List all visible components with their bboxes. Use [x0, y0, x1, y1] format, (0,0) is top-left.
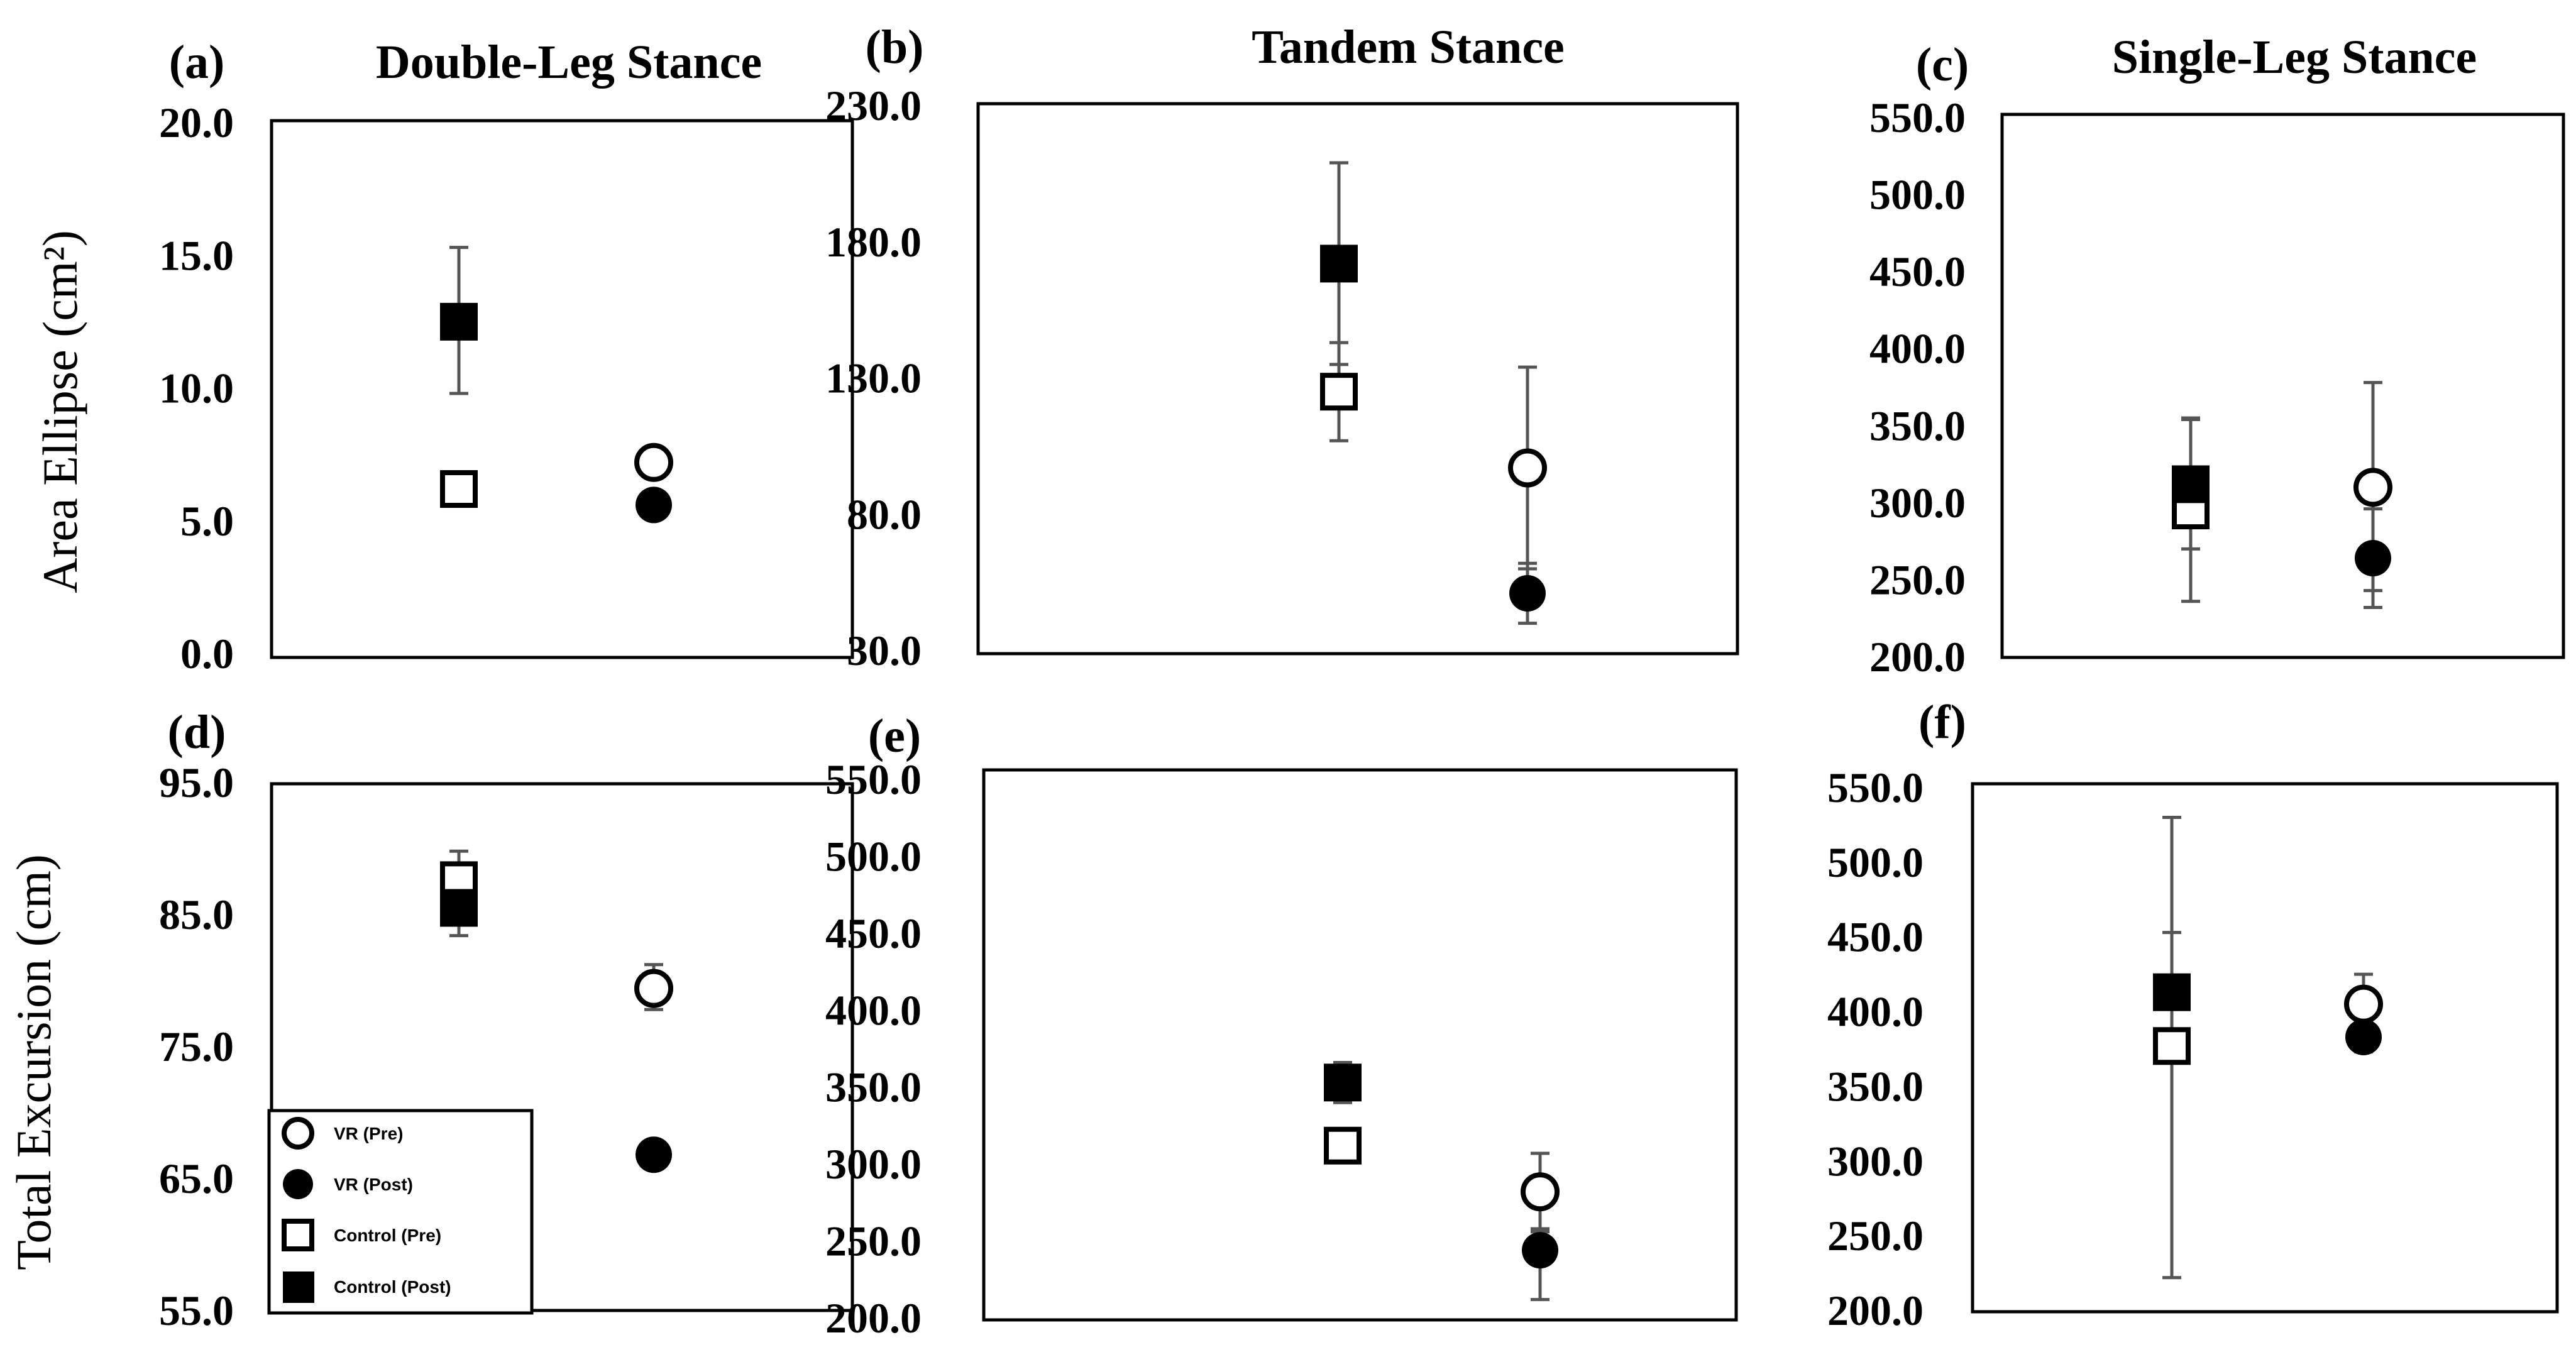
y-tick-label: 550.0 — [1827, 764, 1924, 811]
panel-f: (f) 200.0 250.0 300.0 350.0 400.0 450.0 500.0 55… — [1827, 696, 2559, 1334]
marker-control-pre — [440, 470, 478, 508]
y-tick-label: 350.0 — [1869, 402, 1966, 449]
legend-marker-vr-pre — [282, 1117, 314, 1150]
legend-label-control-pre: Control (Pre) — [334, 1226, 441, 1245]
y-tick-label: 300.0 — [825, 1140, 922, 1188]
panel-a: (a) Double-Leg Stance 0.0 5.0 10.0 15.0 20.0 — [159, 36, 854, 678]
legend-label-vr-post: VR (Post) — [334, 1175, 413, 1194]
marker-vr-post — [2345, 1018, 2382, 1055]
legend-marker-vr-post — [283, 1169, 313, 1199]
y-tick-label: 450.0 — [1869, 248, 1966, 295]
y-tick-label: 300.0 — [1827, 1137, 1924, 1185]
marker-vr-pre — [2353, 468, 2392, 507]
legend-item-vr-post: VR (Post) — [283, 1169, 413, 1199]
y-tick-label: 400.0 — [1827, 988, 1924, 1036]
y-tick-label: 65.0 — [159, 1155, 234, 1202]
plot-frame — [1971, 782, 2559, 1314]
plot-frame — [2000, 113, 2565, 659]
panel-label: (f) — [1918, 696, 1966, 749]
panel-e: (e) 200.0 250.0 300.0 350.0 400.0 450.0 500.0 55… — [825, 710, 1738, 1342]
marker-control-pre — [1320, 373, 1358, 411]
panel-label: (e) — [868, 710, 921, 762]
marker-vr-pre — [1508, 448, 1547, 488]
legend-item-control-pre: Control (Pre) — [282, 1219, 441, 1251]
y-tick-label: 250.0 — [1869, 556, 1966, 603]
y-tick-label: 250.0 — [825, 1217, 922, 1265]
y-tick-label: 350.0 — [1827, 1062, 1924, 1110]
legend-label-vr-pre: VR (Pre) — [334, 1124, 403, 1143]
marker-control-pre — [2153, 1027, 2191, 1065]
legend-item-vr-pre: VR (Pre) — [282, 1117, 403, 1150]
y-tick-label: 550.0 — [825, 755, 922, 803]
marker-control-post — [440, 302, 478, 341]
marker-vr-pre — [634, 442, 673, 482]
y-tick-label: 95.0 — [159, 759, 234, 806]
marker-control-post — [1324, 1063, 1362, 1102]
marker-vr-post — [636, 1136, 672, 1173]
marker-control-post — [2172, 465, 2210, 503]
legend-marker-control-pre — [282, 1219, 314, 1251]
legend: VR (Pre) VR (Post) Control (Pre) Control… — [267, 1109, 534, 1315]
legend-marker-control-post — [283, 1271, 314, 1303]
plot-frame — [270, 119, 854, 659]
y-tick-label: 180.0 — [825, 218, 922, 266]
ylabel-area-ellipse: Area Ellipse (cm²) — [33, 230, 87, 593]
marker-control-post — [1320, 244, 1358, 283]
marker-control-pre — [1324, 1126, 1362, 1165]
legend-label-control-post: Control (Post) — [334, 1277, 451, 1297]
y-tick-label: 400.0 — [1869, 325, 1966, 373]
marker-vr-pre — [2344, 984, 2383, 1024]
y-tick-label: 80.0 — [847, 490, 922, 538]
y-tick-label: 200.0 — [1869, 633, 1966, 681]
y-tick-label: 230.0 — [825, 82, 922, 129]
legend-item-control-post: Control (Post) — [283, 1271, 451, 1303]
y-tick-label: 200.0 — [825, 1294, 922, 1342]
y-tick-label: 500.0 — [1827, 838, 1924, 886]
y-tick-label: 0.0 — [180, 630, 234, 678]
y-tick-label: 20.0 — [159, 99, 234, 146]
y-tick-label: 75.0 — [159, 1023, 234, 1070]
y-tick-label: 500.0 — [1869, 171, 1966, 219]
marker-vr-post — [636, 486, 672, 524]
panels: (a) Double-Leg Stance 0.0 5.0 10.0 15.0 20.0 (b… — [159, 21, 2565, 1342]
marker-vr-pre — [634, 969, 673, 1008]
marker-vr-post — [2355, 540, 2391, 577]
marker-control-post — [2153, 973, 2191, 1011]
y-tick-label: 350.0 — [825, 1063, 922, 1111]
y-tick-label: 10.0 — [159, 365, 234, 412]
y-tick-label: 400.0 — [825, 986, 922, 1034]
y-tick-label: 300.0 — [1869, 479, 1966, 527]
y-tick-label: 5.0 — [180, 497, 234, 545]
y-tick-label: 85.0 — [159, 891, 234, 938]
y-tick-label: 15.0 — [159, 231, 234, 279]
y-tick-label: 450.0 — [1827, 913, 1924, 961]
y-tick-label: 550.0 — [1869, 94, 1966, 141]
panel-title: Single-Leg Stance — [2112, 31, 2477, 84]
y-tick-label: 130.0 — [825, 354, 922, 402]
panel-label: (b) — [866, 21, 924, 74]
marker-vr-post — [1509, 574, 1546, 612]
panel-title: Double-Leg Stance — [376, 36, 762, 89]
panel-c: (c) Single-Leg Stance 200.0 250.0 300.0 350.0… — [1869, 31, 2565, 681]
marker-vr-post — [1522, 1232, 1558, 1269]
y-tick-label: 55.0 — [159, 1287, 234, 1334]
y-tick-label: 450.0 — [825, 909, 922, 957]
y-tick-label: 500.0 — [825, 832, 922, 880]
panel-label: (a) — [169, 36, 225, 89]
y-tick-label: 200.0 — [1827, 1287, 1924, 1334]
y-tick-label: 30.0 — [847, 627, 922, 674]
panel-label: (d) — [168, 706, 226, 759]
marker-vr-pre — [1521, 1172, 1560, 1212]
y-tick-label: 250.0 — [1827, 1212, 1924, 1260]
panel-title: Tandem Stance — [1252, 21, 1565, 74]
panel-label: (c) — [1916, 38, 1969, 91]
panel-b: (b) Tandem Stance 30.0 80.0 130.0 180.0 230.0 — [825, 21, 1739, 674]
marker-control-post — [440, 889, 478, 927]
ylabel-total-excursion: Total Excursion (cm) — [6, 854, 61, 1270]
plot-frame — [982, 768, 1738, 1322]
panel-d: (d) 55.0 65.0 75.0 85.0 95.0 — [159, 706, 854, 1334]
